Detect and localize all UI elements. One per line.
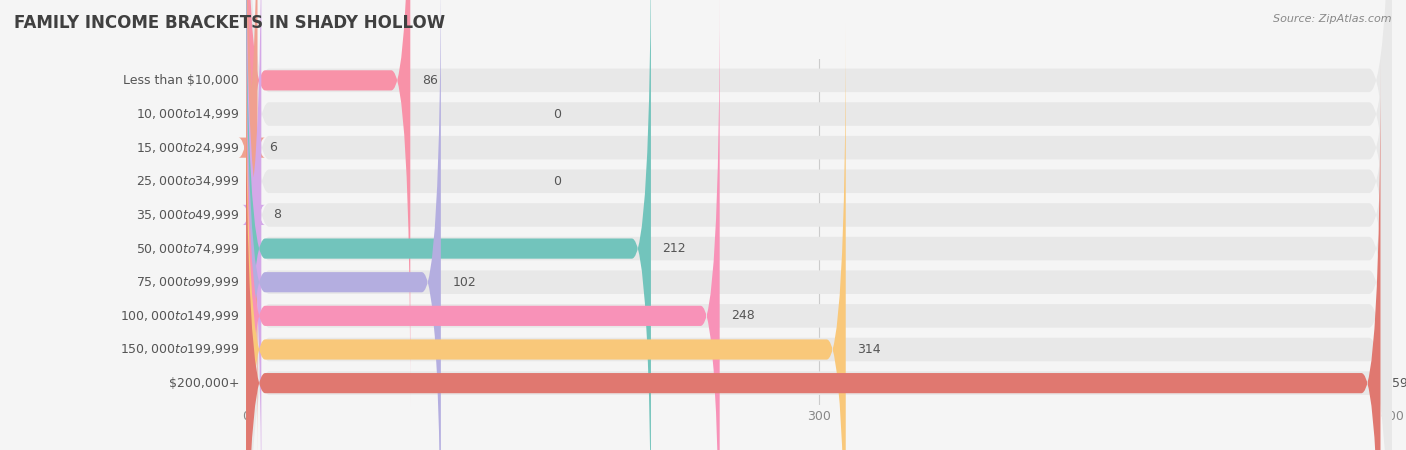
Text: 212: 212: [662, 242, 686, 255]
Text: 594: 594: [1392, 377, 1406, 390]
FancyBboxPatch shape: [246, 0, 1392, 450]
Text: $10,000 to $14,999: $10,000 to $14,999: [135, 107, 239, 121]
FancyBboxPatch shape: [242, 0, 266, 450]
Text: $25,000 to $34,999: $25,000 to $34,999: [135, 174, 239, 188]
Text: Source: ZipAtlas.com: Source: ZipAtlas.com: [1274, 14, 1392, 23]
FancyBboxPatch shape: [246, 0, 1392, 450]
Text: 314: 314: [858, 343, 880, 356]
Text: 248: 248: [731, 309, 755, 322]
FancyBboxPatch shape: [246, 0, 1392, 450]
FancyBboxPatch shape: [246, 0, 1392, 450]
Text: 0: 0: [554, 175, 561, 188]
Text: $35,000 to $49,999: $35,000 to $49,999: [135, 208, 239, 222]
FancyBboxPatch shape: [246, 0, 1392, 450]
Text: 102: 102: [453, 276, 477, 289]
FancyBboxPatch shape: [246, 57, 1381, 450]
FancyBboxPatch shape: [246, 0, 441, 450]
FancyBboxPatch shape: [246, 0, 1392, 450]
FancyBboxPatch shape: [246, 0, 651, 450]
FancyBboxPatch shape: [239, 0, 266, 450]
Text: 86: 86: [422, 74, 437, 87]
FancyBboxPatch shape: [246, 23, 846, 450]
Text: $50,000 to $74,999: $50,000 to $74,999: [135, 242, 239, 256]
FancyBboxPatch shape: [246, 0, 411, 407]
Text: $100,000 to $149,999: $100,000 to $149,999: [120, 309, 239, 323]
FancyBboxPatch shape: [246, 0, 1392, 450]
Text: $15,000 to $24,999: $15,000 to $24,999: [135, 141, 239, 155]
Text: $150,000 to $199,999: $150,000 to $199,999: [120, 342, 239, 356]
Text: 6: 6: [269, 141, 277, 154]
Text: Less than $10,000: Less than $10,000: [124, 74, 239, 87]
Text: $200,000+: $200,000+: [169, 377, 239, 390]
Text: FAMILY INCOME BRACKETS IN SHADY HOLLOW: FAMILY INCOME BRACKETS IN SHADY HOLLOW: [14, 14, 446, 32]
FancyBboxPatch shape: [246, 0, 1392, 450]
FancyBboxPatch shape: [246, 0, 720, 450]
Text: $75,000 to $99,999: $75,000 to $99,999: [135, 275, 239, 289]
Text: 8: 8: [273, 208, 281, 221]
FancyBboxPatch shape: [246, 0, 1392, 450]
Text: 0: 0: [554, 108, 561, 121]
FancyBboxPatch shape: [246, 0, 1392, 450]
